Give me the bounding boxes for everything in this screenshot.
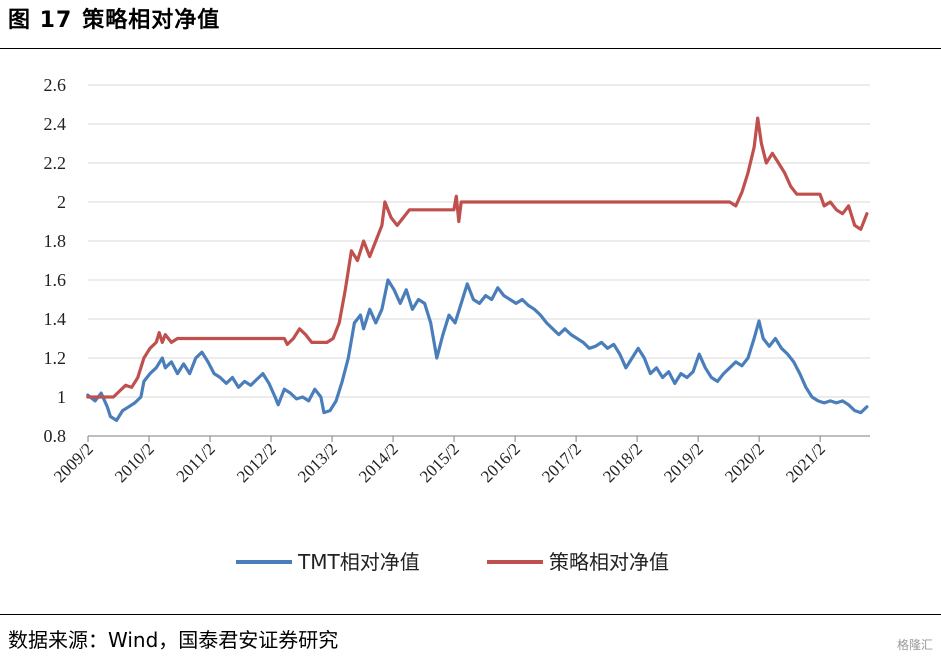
- title-divider: [0, 48, 941, 49]
- source-note: 数据来源：Wind，国泰君安证券研究: [8, 628, 339, 652]
- legend-label: TMT相对净值: [297, 550, 420, 574]
- figure-number: 图 17: [8, 8, 73, 33]
- x-tick-label: 2017/2: [538, 439, 585, 486]
- x-tick-label: 2014/2: [355, 439, 402, 486]
- y-tick-label: 2: [57, 192, 66, 212]
- y-tick-label: 1.8: [44, 231, 67, 251]
- x-tick-label: 2016/2: [477, 439, 524, 486]
- x-tick-label: 2021/2: [782, 439, 829, 486]
- x-tick-label: 2019/2: [660, 439, 707, 486]
- figure-title-text: 策略相对净值: [82, 8, 221, 33]
- series-line-tmt: [86, 278, 869, 422]
- y-tick-label: 1.6: [44, 270, 67, 290]
- y-tick-label: 2.6: [44, 75, 67, 95]
- y-tick-label: 2.4: [44, 114, 67, 134]
- x-tick-label: 2013/2: [294, 439, 341, 486]
- y-tick-label: 2.2: [44, 153, 67, 173]
- x-tick-label: 2009/2: [50, 439, 97, 486]
- axes: 0.8 1 1.2 1.4 1.6 1.8 2 2.2 2.4 2.6 2009/2 2010/2 20…: [44, 75, 870, 486]
- x-tick-label: 2012/2: [233, 439, 280, 486]
- chart: 0.8 1 1.2 1.4 1.6 1.8 2 2.2 2.4 2.6 2009/2 2010/2 20…: [44, 75, 870, 574]
- y-tick-label: 1.4: [44, 309, 67, 329]
- series-line-strategy: [86, 116, 869, 399]
- x-tick-label: 2015/2: [416, 439, 463, 486]
- figure-title: 图 17 策略相对净值: [8, 2, 230, 34]
- grid-lines: [88, 84, 870, 398]
- legend-label: 策略相对净值: [549, 550, 669, 574]
- x-tick-label: 2020/2: [721, 439, 768, 486]
- y-tick-label: 1.2: [44, 348, 67, 368]
- y-tick-label: 1: [57, 387, 66, 407]
- source-divider: [0, 614, 941, 615]
- x-tick-label: 2018/2: [599, 439, 646, 486]
- x-tick-label: 2011/2: [172, 439, 218, 485]
- x-tick-label: 2010/2: [111, 439, 158, 486]
- legend: TMT相对净值 策略相对净值: [236, 550, 669, 574]
- y-tick-label: 0.8: [44, 426, 67, 446]
- watermark: 格隆汇: [896, 638, 933, 652]
- series-lines: [86, 116, 869, 422]
